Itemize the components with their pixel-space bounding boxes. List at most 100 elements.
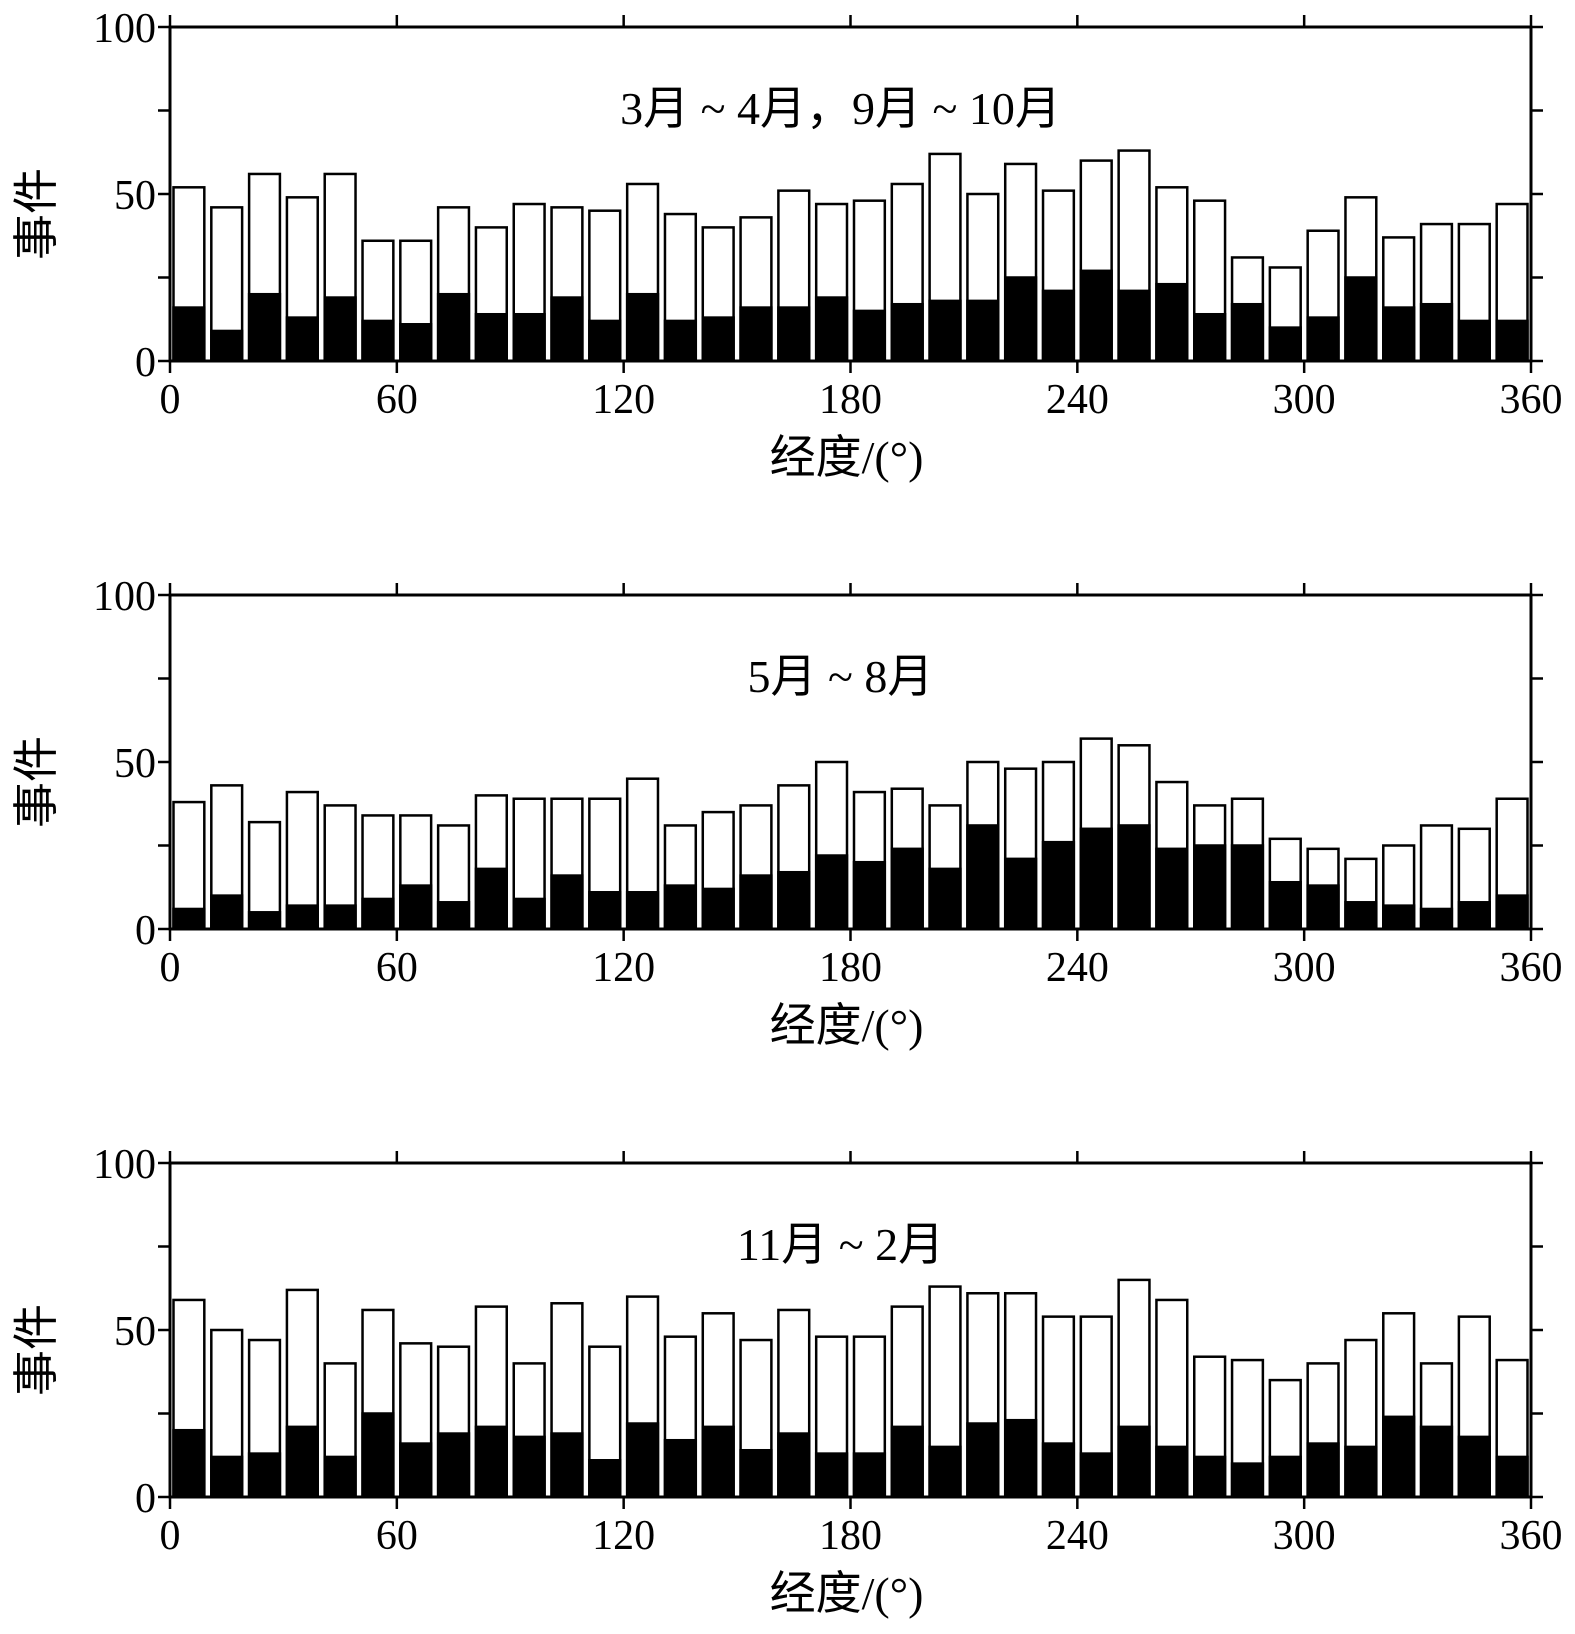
bar-subset-2-8	[474, 1425, 509, 1499]
bar-subset-0-5	[361, 319, 395, 363]
x-tick-label-0-1: 60	[376, 377, 418, 423]
x-tick-label-1-5: 300	[1273, 945, 1336, 991]
bar-subset-0-28	[1230, 302, 1265, 363]
x-tick-label-0-3: 180	[819, 377, 882, 423]
bar-subset-1-6	[399, 884, 433, 931]
bar-subset-1-11	[588, 891, 622, 931]
bar-subset-2-20	[928, 1445, 962, 1499]
bar-subset-2-3	[285, 1425, 319, 1499]
bar-subset-1-8	[474, 867, 509, 931]
x-tick-label-1-2: 120	[592, 945, 655, 991]
bar-subset-2-6	[399, 1442, 433, 1499]
bar-subset-2-5	[361, 1412, 395, 1499]
x-tick-label-2-3: 180	[819, 1513, 882, 1559]
bar-subset-1-22	[1003, 857, 1038, 931]
y-axis-label-1: 事件	[11, 736, 62, 828]
bar-subset-1-24	[1079, 827, 1113, 931]
y-tick-label-2-2: 100	[93, 1142, 156, 1188]
x-tick-label-0-6: 360	[1500, 377, 1563, 423]
bar-subset-0-34	[1457, 319, 1491, 363]
x-tick-label-1-1: 60	[376, 945, 418, 991]
bar-subset-0-24	[1079, 269, 1113, 363]
bar-subset-0-8	[474, 312, 509, 363]
bar-subset-1-23	[1041, 840, 1076, 931]
bar-subset-1-21	[966, 824, 1000, 931]
bar-subset-1-12	[625, 891, 660, 931]
bar-subset-2-1	[210, 1455, 244, 1499]
x-tick-label-1-6: 360	[1500, 945, 1563, 991]
bar-subset-1-3	[285, 904, 319, 931]
bar-subset-2-13	[663, 1438, 698, 1499]
bar-subset-1-19	[890, 847, 924, 931]
bar-subset-0-32	[1382, 306, 1416, 363]
bar-subset-1-7	[436, 901, 471, 931]
bar-subset-2-15	[739, 1448, 773, 1499]
x-tick-label-2-5: 300	[1273, 1513, 1336, 1559]
bar-subset-2-7	[436, 1432, 471, 1499]
x-tick-label-1-3: 180	[819, 945, 882, 991]
bar-subset-0-22	[1003, 276, 1038, 363]
bar-subset-2-29	[1268, 1455, 1302, 1499]
bar-subset-1-4	[323, 904, 357, 931]
x-tick-label-1-0: 0	[160, 945, 181, 991]
bar-subset-2-22	[1003, 1418, 1038, 1499]
bar-subset-2-27	[1193, 1455, 1227, 1499]
bar-subset-1-27	[1193, 844, 1227, 931]
bar-subset-1-34	[1457, 901, 1491, 931]
bar-subset-0-9	[512, 312, 546, 363]
x-axis-label-2: 经度/(°)	[770, 1568, 924, 1619]
bar-subset-0-12	[625, 292, 660, 363]
bar-subset-1-9	[512, 897, 546, 931]
panel-1: 0 60 120 180 240 300 360 0 50 100 3月 ~ 4月，9月 ~ 10月…	[11, 6, 1563, 483]
bar-subset-1-20	[928, 867, 962, 931]
bar-subset-2-9	[512, 1435, 546, 1499]
bar-subset-2-17	[814, 1452, 849, 1499]
bar-subset-2-12	[625, 1422, 660, 1499]
bar-subset-1-25	[1117, 824, 1151, 931]
bar-subset-0-20	[928, 299, 962, 363]
bar-subset-1-16	[777, 870, 811, 931]
bar-subset-2-0	[172, 1428, 206, 1499]
bar-subset-0-18	[852, 309, 887, 363]
x-tick-label-0-0: 0	[160, 377, 181, 423]
bar-subset-0-4	[323, 296, 357, 363]
bar-subset-0-31	[1344, 276, 1378, 363]
bar-subset-2-24	[1079, 1452, 1113, 1499]
bar-subset-2-11	[588, 1459, 622, 1499]
bar-subset-2-16	[777, 1432, 811, 1499]
bar-subset-2-21	[966, 1422, 1000, 1499]
bar-subset-0-23	[1041, 289, 1076, 363]
bar-subset-1-30	[1306, 884, 1340, 931]
bar-subset-1-2	[247, 911, 282, 931]
bar-subset-1-28	[1230, 844, 1265, 931]
bar-subset-0-27	[1193, 312, 1227, 363]
y-tick-label-0-2: 100	[93, 6, 156, 52]
bar-subset-0-21	[966, 299, 1000, 363]
bar-subset-1-10	[550, 874, 584, 931]
bar-subset-1-14	[701, 887, 735, 931]
bar-subset-0-14	[701, 316, 735, 363]
x-tick-label-2-0: 0	[160, 1513, 181, 1559]
y-axis-label-0: 事件	[11, 168, 62, 260]
y-tick-label-1-0: 0	[135, 908, 156, 954]
bar-subset-0-1	[210, 329, 244, 363]
bar-subset-0-13	[663, 319, 698, 363]
bar-subset-2-28	[1230, 1462, 1265, 1499]
bar-subset-1-26	[1155, 847, 1189, 931]
bar-subset-0-7	[436, 292, 471, 363]
bar-subset-2-26	[1155, 1445, 1189, 1499]
bar-subset-2-18	[852, 1452, 887, 1499]
bar-subset-2-31	[1344, 1445, 1378, 1499]
panel-title-0: 3月 ~ 4月，9月 ~ 10月	[620, 83, 1061, 134]
x-axis-label-0: 经度/(°)	[770, 432, 924, 483]
bar-subset-0-11	[588, 319, 622, 363]
x-tick-label-0-4: 240	[1046, 377, 1109, 423]
x-tick-label-2-6: 360	[1500, 1513, 1563, 1559]
bar-subset-2-14	[701, 1425, 735, 1499]
bar-subset-0-29	[1268, 326, 1302, 363]
bar-subset-2-23	[1041, 1442, 1076, 1499]
bar-subset-2-33	[1419, 1425, 1454, 1499]
bar-subset-0-26	[1155, 282, 1189, 363]
bar-subset-1-1	[210, 894, 244, 931]
